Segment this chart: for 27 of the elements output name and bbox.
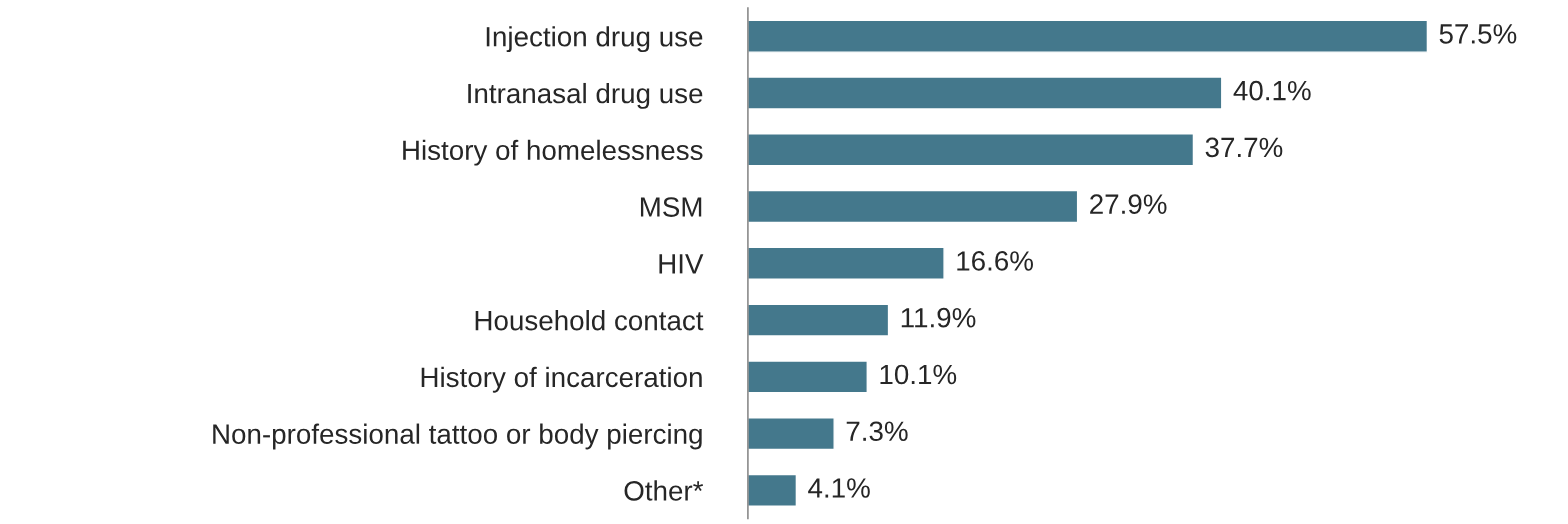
y-tick-label: MSM (640, 197, 702, 217)
data-label: 10.1% (880, 364, 957, 385)
y-tick-label: Household contact (475, 310, 704, 331)
data-label: 37.7% (1205, 137, 1283, 158)
data-label: 11.9% (901, 307, 976, 328)
y-tick-label: Other* (624, 480, 704, 501)
y-tick-label: Intranasal drug use (468, 82, 703, 109)
data-label: 16.6% (957, 251, 1033, 271)
bar (747, 19, 1429, 53)
bar (747, 246, 945, 280)
data-label: 57.5% (1439, 24, 1517, 44)
y-tick-label: Injection drug use (486, 26, 703, 53)
y-tick-label: History of incarceration (421, 366, 702, 393)
bar (747, 303, 890, 337)
data-label: 40.1% (1233, 80, 1311, 101)
bar (747, 360, 868, 394)
bar (747, 473, 798, 507)
y-tick-label: Non-professional tattoo or body piercing (213, 423, 702, 450)
data-label: 7.3% (846, 421, 908, 442)
data-label: 4.1% (808, 478, 870, 498)
bar (747, 417, 835, 451)
y-tick-label: History of homelessness (403, 139, 703, 166)
data-label: 27.9% (1090, 194, 1167, 214)
bar (747, 133, 1195, 167)
y-tick-label: HIV (659, 254, 704, 274)
bar (747, 189, 1079, 224)
bar (747, 76, 1223, 110)
